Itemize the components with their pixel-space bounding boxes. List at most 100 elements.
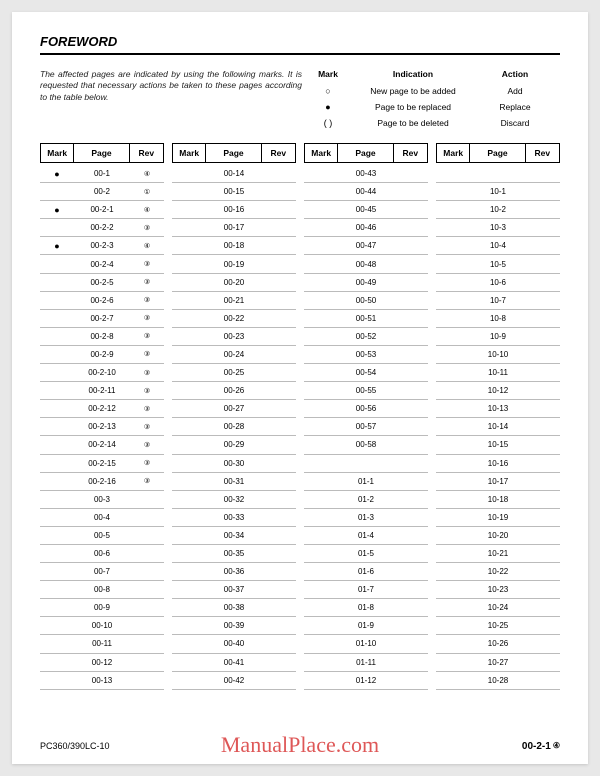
table-row: 00-2-2③ <box>40 219 164 237</box>
table-row: 00-51 <box>304 310 428 328</box>
cell-page: 00-15 <box>206 187 262 196</box>
cell-page: 00-2-9 <box>74 350 130 359</box>
table-row: 10-19 <box>436 509 560 527</box>
cell-page: 01-3 <box>338 513 394 522</box>
table-row: 00-2-10③ <box>40 364 164 382</box>
legend-body: ○New page to be addedAdd●Page to be repl… <box>310 83 560 131</box>
table-row: 00-4 <box>40 509 164 527</box>
cell-page: 00-3 <box>74 495 130 504</box>
table-row: ●00-2-1④ <box>40 201 164 219</box>
index-column: MarkPageRev10-110-210-310-410-510-610-71… <box>436 143 560 690</box>
cell-rev: ③ <box>130 350 164 358</box>
cell-rev: ③ <box>130 296 164 304</box>
cell-page: 00-2-6 <box>74 296 130 305</box>
cell-page: 10-6 <box>470 278 526 287</box>
table-row: 00-46 <box>304 219 428 237</box>
table-row: ●00-1④ <box>40 165 164 183</box>
cell-rev: ③ <box>130 405 164 413</box>
legend-head-indication: Indication <box>346 69 480 79</box>
cell-page: 00-11 <box>74 639 130 648</box>
table-row: 00-37 <box>172 581 296 599</box>
cell-page: 00-2-14 <box>74 440 130 449</box>
table-row: 10-24 <box>436 599 560 617</box>
col-head-mark: Mark <box>173 144 206 162</box>
cell-page: 00-18 <box>206 241 262 250</box>
table-row: 00-24 <box>172 346 296 364</box>
table-row: 00-19 <box>172 255 296 273</box>
table-row: 00-42 <box>172 672 296 690</box>
table-row: 00-32 <box>172 491 296 509</box>
table-row: 00-57 <box>304 418 428 436</box>
cell-page: 00-42 <box>206 676 262 685</box>
cell-page: 00-44 <box>338 187 394 196</box>
cell-rev: ③ <box>130 459 164 467</box>
table-row: 10-3 <box>436 219 560 237</box>
table-row: 00-28 <box>172 418 296 436</box>
table-row: 00-40 <box>172 635 296 653</box>
footer-page-num-text: 00-2-1 <box>522 741 551 752</box>
cell-page: 00-50 <box>338 296 394 305</box>
cell-rev: ③ <box>130 278 164 286</box>
cell-page: 00-2-2 <box>74 223 130 232</box>
table-row: 00-2-9③ <box>40 346 164 364</box>
cell-rev: ③ <box>130 477 164 485</box>
column-body: ●00-1④00-2①●00-2-1④00-2-2③●00-2-3④00-2-4… <box>40 165 164 690</box>
table-row: 01-9 <box>304 617 428 635</box>
cell-page: 00-2 <box>74 187 130 196</box>
page-footer: PC360/390LC-10 00-2-1④ <box>40 741 560 752</box>
cell-page: 00-53 <box>338 350 394 359</box>
cell-page: 00-2-5 <box>74 278 130 287</box>
col-head-rev: Rev <box>262 144 295 162</box>
legend-indication: Page to be deleted <box>346 118 480 128</box>
cell-page: 00-2-13 <box>74 422 130 431</box>
cell-page: 00-1 <box>74 169 130 178</box>
table-row: 00-14 <box>172 165 296 183</box>
cell-page: 10-1 <box>470 187 526 196</box>
cell-page: 01-9 <box>338 621 394 630</box>
table-row: 01-6 <box>304 563 428 581</box>
table-row: 00-2-7③ <box>40 310 164 328</box>
cell-page: 00-52 <box>338 332 394 341</box>
cell-page: 00-9 <box>74 603 130 612</box>
cell-page: 00-19 <box>206 260 262 269</box>
cell-rev: ③ <box>130 332 164 340</box>
table-row: 00-10 <box>40 617 164 635</box>
cell-page: 00-16 <box>206 205 262 214</box>
table-row: 10-17 <box>436 473 560 491</box>
table-row: 10-23 <box>436 581 560 599</box>
table-row: 10-11 <box>436 364 560 382</box>
cell-page: 00-56 <box>338 404 394 413</box>
table-row: 00-48 <box>304 255 428 273</box>
table-row: 00-2-13③ <box>40 418 164 436</box>
table-row: 01-2 <box>304 491 428 509</box>
cell-rev: ④ <box>130 170 164 178</box>
cell-page: 10-2 <box>470 205 526 214</box>
legend-row: ●Page to be replacedReplace <box>310 99 560 115</box>
table-row: 00-41 <box>172 654 296 672</box>
table-row: 10-1 <box>436 183 560 201</box>
page-index-tables: MarkPageRev●00-1④00-2①●00-2-1④00-2-2③●00… <box>40 143 560 690</box>
cell-page: 00-21 <box>206 296 262 305</box>
table-row: 00-2-12③ <box>40 400 164 418</box>
legend-indication: New page to be added <box>346 86 480 96</box>
table-row: 00-50 <box>304 292 428 310</box>
index-column: MarkPageRev00-1400-1500-1600-1700-1800-1… <box>172 143 296 690</box>
table-row: 00-29 <box>172 436 296 454</box>
cell-page: 00-31 <box>206 477 262 486</box>
col-head-rev: Rev <box>394 144 427 162</box>
cell-page: 01-4 <box>338 531 394 540</box>
cell-page: 10-23 <box>470 585 526 594</box>
table-row: 01-1 <box>304 473 428 491</box>
table-row: ●00-2-3④ <box>40 237 164 255</box>
cell-page: 10-13 <box>470 404 526 413</box>
table-row: 00-9 <box>40 599 164 617</box>
table-row: 10-20 <box>436 527 560 545</box>
cell-page: 10-8 <box>470 314 526 323</box>
cell-page: 00-40 <box>206 639 262 648</box>
table-row: 00-54 <box>304 364 428 382</box>
cell-page: 10-28 <box>470 676 526 685</box>
table-row: 10-25 <box>436 617 560 635</box>
table-row: 10-10 <box>436 346 560 364</box>
legend-action: Discard <box>480 118 550 128</box>
cell-page: 00-2-12 <box>74 404 130 413</box>
